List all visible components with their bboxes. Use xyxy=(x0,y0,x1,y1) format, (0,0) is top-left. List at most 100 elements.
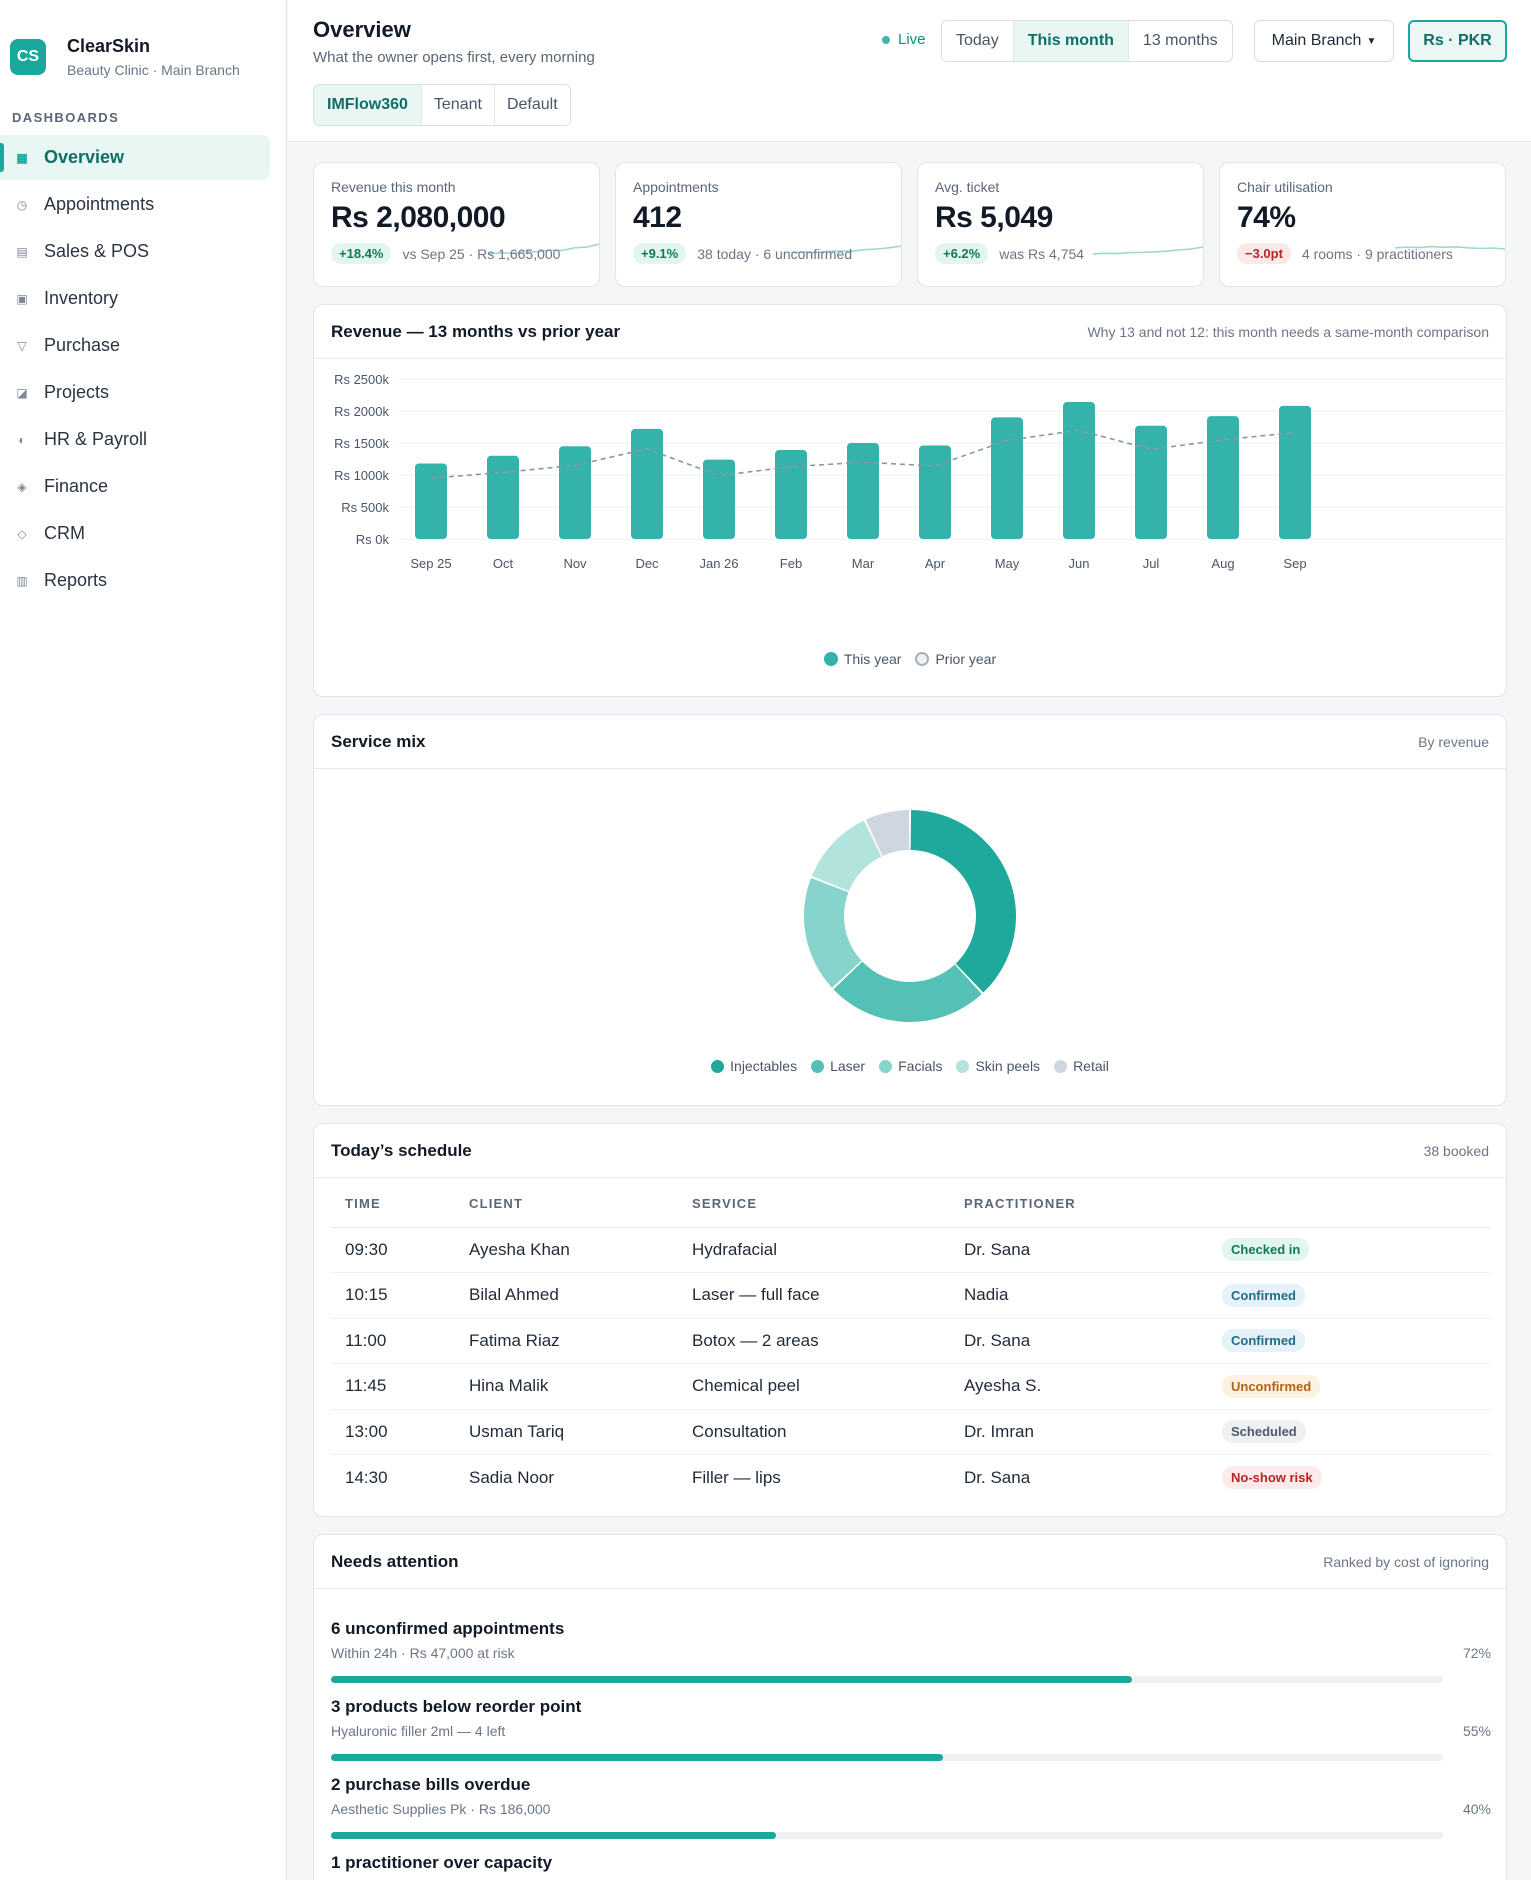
x-tick-label: Nov xyxy=(563,556,587,571)
kpi-value: Rs 2,080,000 xyxy=(331,201,506,234)
legend-label: Laser xyxy=(830,1058,866,1074)
table-row[interactable]: 14:30 Sadia Noor Filler — lips Dr. Sana No-s… xyxy=(331,1455,1491,1501)
attention-item[interactable]: 6 unconfirmed appointments Within 24h · R… xyxy=(331,1619,1491,1683)
attention-item[interactable]: 3 products below reorder point Hyaluronic… xyxy=(331,1697,1491,1761)
kpi-delta-badge: +18.4% xyxy=(331,243,392,264)
donut-slice[interactable] xyxy=(804,877,862,988)
branch-dropdown[interactable]: Main Branch ▼ xyxy=(1254,20,1394,62)
cell-service: Filler — lips xyxy=(692,1467,781,1487)
grid-icon: ▦ xyxy=(16,150,28,165)
cell-time: 09:30 xyxy=(331,1227,455,1273)
page-title: Overview xyxy=(313,17,411,42)
brand[interactable]: CS ClearSkin Beauty Clinic · Main Branch xyxy=(0,0,286,92)
prior-year-line xyxy=(430,429,1296,479)
theme-option-default[interactable]: Default xyxy=(493,85,570,125)
attention-item-title: 6 unconfirmed appointments xyxy=(331,1619,565,1638)
table-row[interactable]: 11:45 Hina Malik Chemical peel Ayesha S. Unc… xyxy=(331,1363,1491,1410)
table-row[interactable]: 10:15 Bilal Ahmed Laser — full face Nadia Co… xyxy=(331,1272,1491,1319)
sidebar-item-label: Overview xyxy=(44,147,125,167)
register-icon: ▤ xyxy=(16,244,28,259)
kpi-note: 4 rooms · 9 practitioners xyxy=(1301,245,1453,262)
sparkline-path xyxy=(1395,245,1505,250)
cell-client: Usman Tariq xyxy=(455,1409,678,1455)
bar-this-year[interactable] xyxy=(703,459,735,539)
bar-this-year[interactable] xyxy=(847,443,879,539)
bar-this-year[interactable] xyxy=(1063,402,1095,539)
sidebar-item-label: Reports xyxy=(44,570,108,590)
sidebar-item-projects[interactable]: ◪ Projects xyxy=(0,370,270,415)
donut-slice[interactable] xyxy=(811,820,882,892)
bar-this-year[interactable] xyxy=(559,446,591,539)
donut-slice[interactable] xyxy=(910,810,1016,993)
table-row[interactable]: 11:00 Fatima Riaz Botox — 2 areas Dr. Sana C… xyxy=(331,1318,1491,1364)
sparkline xyxy=(1093,246,1203,255)
bar-this-year[interactable] xyxy=(1207,416,1239,539)
revenue-chart: Rs 0k Rs 500k Rs 1000k Rs 1500k Rs 2000k Rs 2… xyxy=(334,372,1506,571)
kpi-value: Rs 5,049 xyxy=(935,201,1053,234)
sidebar-item-inventory[interactable]: ▣ Inventory xyxy=(0,276,270,321)
range-option-13-months[interactable]: 13 months xyxy=(1127,21,1232,61)
sparkline xyxy=(791,245,901,254)
table-row[interactable]: 13:00 Usman Tariq Consultation Dr. Imran Sch… xyxy=(331,1409,1491,1455)
legend-item[interactable]: This year xyxy=(823,651,901,667)
sidebar-item-label: Finance xyxy=(44,476,109,496)
legend-item[interactable]: Prior year xyxy=(915,651,996,667)
kpi-card[interactable]: Chair utilisation 74% −3.0pt 4 rooms · 9 pr… xyxy=(1219,162,1506,287)
legend-item[interactable]: Retail xyxy=(1054,1058,1109,1074)
sidebar-item-finance[interactable]: ◈ Finance xyxy=(0,464,270,509)
legend-swatch-icon xyxy=(879,1059,893,1073)
bar-this-year[interactable] xyxy=(1279,405,1311,539)
donut-slice[interactable] xyxy=(833,961,982,1022)
attention-item[interactable]: 2 purchase bills overdue Aesthetic Suppli… xyxy=(331,1775,1491,1839)
kpi-delta-badge: −3.0pt xyxy=(1237,243,1291,264)
sidebar-item-appointments[interactable]: ◷ Appointments xyxy=(0,182,270,227)
legend-item[interactable]: Injectables xyxy=(711,1058,797,1074)
sidebar-item-crm[interactable]: ◇ CRM xyxy=(0,511,270,556)
sidebar-item-reports[interactable]: ▥ Reports xyxy=(0,558,270,603)
sidebar-item-hr-payroll[interactable]: ◐ HR & Payroll xyxy=(0,417,270,462)
range-option-this-month[interactable]: This month xyxy=(1012,21,1128,61)
bar-this-year[interactable] xyxy=(775,450,807,539)
range-option-today[interactable]: Today xyxy=(956,32,999,49)
y-tick-label: Rs 0k xyxy=(356,532,390,547)
cell-time: 13:00 xyxy=(331,1409,455,1455)
attention-item-title: 3 products below reorder point xyxy=(331,1697,582,1716)
bar-this-year[interactable] xyxy=(1135,425,1167,539)
board-icon: ◪ xyxy=(16,385,28,400)
cell-time: 14:30 xyxy=(345,1467,388,1487)
x-tick-label: Jun xyxy=(1069,556,1090,571)
kpi-card[interactable]: Avg. ticket Rs 5,049 +6.2% was Rs 4,754 xyxy=(917,162,1204,287)
kpi-card[interactable]: Appointments 412 +9.1% 38 today · 6 unconfi… xyxy=(615,162,902,287)
legend-item[interactable]: Facials xyxy=(879,1058,942,1074)
y-tick-label: Rs 2500k xyxy=(334,372,389,387)
sidebar-item-label: Inventory xyxy=(44,288,119,308)
cell-practitioner: Dr. Sana xyxy=(950,1227,1197,1273)
bar-this-year[interactable] xyxy=(919,445,951,539)
bar-this-year[interactable] xyxy=(487,455,519,539)
attention-item-subtitle: Hyaluronic filler 2ml — 4 left xyxy=(331,1723,506,1739)
progress-track xyxy=(331,1832,1443,1839)
legend-item[interactable]: Skin peels xyxy=(956,1058,1040,1074)
column-header xyxy=(1197,1181,1491,1228)
status-badge: Scheduled xyxy=(1222,1420,1306,1444)
legend-item[interactable]: Laser xyxy=(811,1058,865,1074)
bar-this-year[interactable] xyxy=(991,417,1023,539)
service-mix-title: Service mix xyxy=(331,731,426,751)
table-row[interactable]: 09:30 Ayesha Khan Hydrafacial Dr. Sana Check… xyxy=(331,1227,1491,1273)
theme-option-tenant[interactable]: Tenant xyxy=(420,85,494,125)
bar-this-year[interactable] xyxy=(415,463,447,539)
legend-label: Skin peels xyxy=(975,1058,1041,1074)
diamond-icon: ◈ xyxy=(17,479,27,494)
sidebar-item-sales-pos[interactable]: ▤ Sales & POS xyxy=(0,229,270,274)
sidebar-item-overview[interactable]: ▦ Overview xyxy=(0,135,270,180)
attention-item[interactable]: 1 practitioner over capacityDr. Sana at … xyxy=(331,1853,1491,1880)
sidebar-item-purchase[interactable]: ▽ Purchase xyxy=(0,323,270,368)
kpi-label: Revenue this month xyxy=(331,179,456,195)
theme-option-imflow360[interactable]: IMFlow360 xyxy=(314,85,421,125)
caret-down-icon: ▼ xyxy=(1366,35,1377,47)
kpi-card[interactable]: Revenue this month Rs 2,080,000 +18.4% vs S… xyxy=(313,162,600,287)
donut-slice[interactable] xyxy=(865,810,910,857)
bar-this-year[interactable] xyxy=(631,428,663,539)
currency-button[interactable]: Rs · PKR xyxy=(1408,20,1507,62)
cell-service: Laser — full face xyxy=(678,1272,950,1319)
